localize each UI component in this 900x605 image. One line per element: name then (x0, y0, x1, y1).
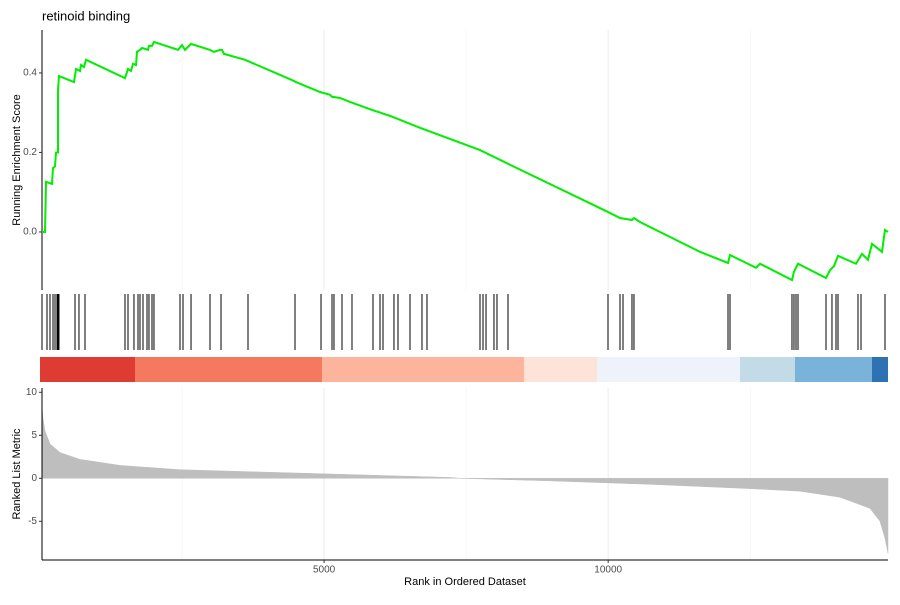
y-tick-label: 10 (26, 387, 38, 398)
colorbar-segment (596, 357, 740, 382)
colorbar-segment (794, 357, 872, 382)
y-axis-label: Ranked List Metric (11, 428, 23, 520)
y-axis-label: Running Enrichment Score (11, 94, 23, 225)
x-tick-label: 10000 (594, 565, 622, 576)
chart-title: retinoid binding (42, 8, 130, 23)
y-tick-label: 0.4 (23, 68, 37, 79)
running-score-line (41, 40, 889, 282)
colorbar-segment (134, 357, 322, 382)
y-tick-label: 0.0 (23, 227, 37, 238)
x-axis-label: Rank in Ordered Dataset (404, 576, 526, 588)
colorbar-segment (40, 357, 135, 382)
x-tick-label: 5000 (313, 565, 336, 576)
y-tick-label: -5 (28, 516, 37, 527)
colorbar-segment (523, 357, 597, 382)
colorbar-segment (739, 357, 795, 382)
metric-area (41, 406, 889, 554)
y-tick-label: 0 (31, 473, 37, 484)
y-tick-label: 0.2 (23, 147, 37, 158)
colorbar-segment (321, 357, 524, 382)
y-tick-label: 5 (31, 430, 37, 441)
colorbar-segment (871, 357, 888, 382)
